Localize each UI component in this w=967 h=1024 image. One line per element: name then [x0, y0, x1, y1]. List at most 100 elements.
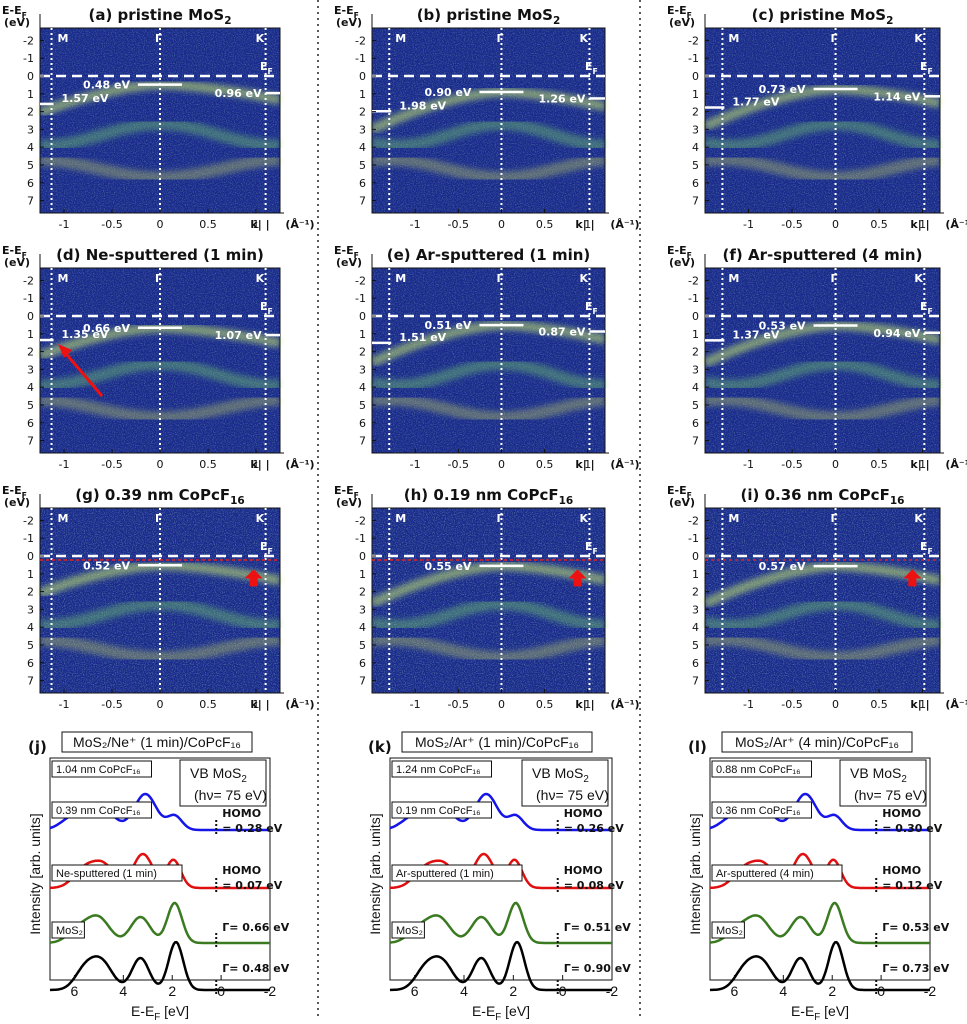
fermi-label-sub: F [593, 307, 598, 316]
y-tick-label: 1 [27, 568, 34, 581]
y-tick-label: 3 [692, 363, 699, 376]
panel-title-sub: 2 [224, 15, 231, 27]
fermi-label-sub: F [928, 67, 933, 76]
arpes-band-deep [371, 153, 606, 184]
spectra-x-tick-label: 0 [559, 983, 567, 999]
symmetry-label-G: Γ [496, 32, 503, 45]
fermi-label-main: E [585, 60, 593, 73]
y-tick-label: 5 [359, 399, 366, 412]
y-tick-label: 5 [359, 639, 366, 652]
vbm-gamma-label: 0.90 eV [424, 86, 471, 99]
y-tick-label: 4 [359, 381, 366, 394]
symmetry-label-K: K [914, 32, 923, 45]
fermi-label-main: E [585, 540, 593, 553]
y-tick-label: 1 [359, 88, 366, 101]
x-axis-unit: (Å⁻¹) [945, 458, 967, 471]
y-tick-label: 0 [359, 310, 366, 323]
y-tick-label: 0 [27, 550, 34, 563]
symmetry-label-G: Γ [155, 32, 162, 45]
vbm-k-label: 1.26 eV [539, 92, 586, 105]
spectra-x-tick-label: 4 [779, 983, 787, 999]
spectra-x-tick-label: -2 [264, 983, 277, 999]
spectrum-label-box [51, 801, 152, 819]
y-tick-label: -2 [688, 274, 699, 287]
x-tick-label: 0.5 [536, 698, 554, 711]
panel-title: (g) 0.39 nm CoPcF16 [75, 486, 245, 507]
y-tick-label: 2 [692, 586, 699, 599]
x-axis-unit: (Å⁻¹) [285, 698, 314, 711]
y-tick-label: 6 [692, 417, 699, 430]
spectra-header-box [61, 731, 253, 753]
y-tick-label: 2 [27, 346, 34, 359]
x-tick-label: 1 [919, 218, 926, 231]
spectrum-label-box [391, 921, 425, 939]
y-tick-label: -2 [23, 514, 34, 527]
gamma-value-green: Γ= 0.66 eV [222, 921, 289, 934]
symmetry-label-M: M [58, 32, 69, 45]
y-tick-label: 2 [692, 346, 699, 359]
x-tick-label: -0.5 [448, 698, 469, 711]
arpes-band-deep [704, 153, 941, 184]
arpes-frame [704, 507, 941, 694]
vbm-gamma-label: 0.73 eV [759, 83, 806, 96]
x-tick-label: 0 [157, 218, 164, 231]
spectrum-curve-3 [709, 940, 930, 992]
spectra-x-tick-label: 2 [509, 983, 517, 999]
arpes-band-lower [370, 598, 606, 632]
homo-label-blue: HOMO [564, 807, 603, 820]
red-arrow-icon [903, 569, 922, 587]
y-tick-label: 1 [692, 88, 699, 101]
spectra-x-label: E-EF [eV] [472, 1003, 530, 1023]
y-tick-label: 2 [359, 346, 366, 359]
homo-label-blue: HOMO [882, 807, 921, 820]
y-tick-label: 6 [692, 657, 699, 670]
y-tick-label: -2 [355, 34, 366, 47]
spectra-x-tick-label: 6 [731, 983, 739, 999]
spectrum-curve-2 [709, 901, 930, 945]
vbm-gamma-label: 0.52 eV [83, 559, 130, 572]
x-axis-unit: (Å⁻¹) [285, 458, 314, 471]
vbm-m-label: 1.51 eV [399, 331, 446, 344]
spectrum-label-3: MoS₂ [56, 925, 83, 937]
arpes-frame [704, 27, 941, 214]
y-axis-label-main: E-E [334, 484, 354, 497]
homo-value-red: = 0.12 eV [882, 879, 942, 892]
y-tick-label: 1 [692, 328, 699, 341]
y-axis-label-main: E-E [334, 244, 354, 257]
x-axis-unit: (Å⁻¹) [610, 698, 639, 711]
spectra-panel-letter: (l) [688, 738, 707, 756]
y-tick-label: 3 [692, 123, 699, 136]
spectrum-label-box [51, 864, 183, 882]
y-tick-label: 6 [359, 657, 366, 670]
spectra-x-label-main: E-E [131, 1003, 154, 1019]
y-axis-label: E-EF [667, 484, 692, 500]
symmetry-label-K: K [914, 272, 923, 285]
y-axis-label-main: E-E [667, 244, 687, 257]
spectra-x-tick-label: 0 [217, 983, 225, 999]
spectra-x-tick-label: 6 [71, 983, 79, 999]
spectrum-label-2: Ar-sputtered (1 min) [396, 868, 494, 880]
vbm-m-label: 1.77 eV [732, 96, 779, 109]
vbm-gamma-label: 0.55 eV [424, 560, 471, 573]
fermi-label: EF [920, 300, 933, 316]
spectrum-label-1: 0.19 nm CoPcF₁₆ [396, 805, 481, 817]
y-tick-label: -2 [23, 274, 34, 287]
x-tick-label: -1 [410, 698, 421, 711]
panel-title-sub: 16 [890, 495, 905, 507]
arpes-band-deep [704, 633, 941, 664]
spectra-header: MoS₂/Ar⁺ (4 min)/CoPcF₁₆ [735, 734, 899, 750]
vbm-k-label: 1.14 eV [873, 90, 920, 103]
panel-title-main: (e) Ar-sputtered (1 min) [387, 246, 591, 264]
spectrum-label-0: 1.24 nm CoPcF₁₆ [396, 764, 481, 776]
spectra-x-tick-label: -2 [606, 983, 619, 999]
arpes-band-lower [370, 358, 606, 392]
panel-title-sub: 2 [886, 15, 893, 27]
arpes-frame [371, 267, 606, 454]
arpes-frame [371, 507, 606, 694]
spectrum-label-box [711, 864, 843, 882]
y-tick-label: 3 [359, 363, 366, 376]
x-tick-label: 0 [498, 218, 505, 231]
spectra-panel-letter: (k) [368, 738, 392, 756]
